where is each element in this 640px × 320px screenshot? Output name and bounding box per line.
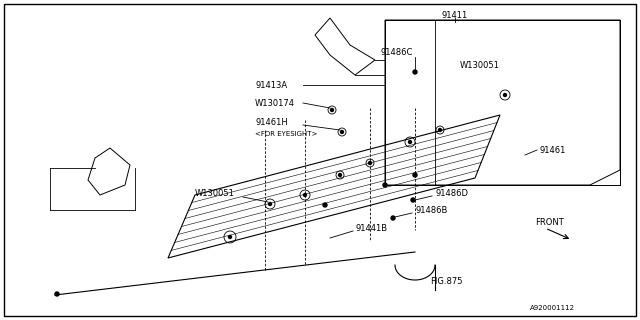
Circle shape <box>413 70 417 74</box>
Circle shape <box>55 292 59 296</box>
Text: A920001112: A920001112 <box>530 305 575 311</box>
Text: 91486D: 91486D <box>435 188 468 197</box>
Text: W130051: W130051 <box>195 188 235 197</box>
Circle shape <box>323 203 327 207</box>
Circle shape <box>408 140 412 143</box>
Circle shape <box>369 162 371 164</box>
Text: 91461: 91461 <box>540 146 566 155</box>
Circle shape <box>330 108 333 111</box>
Circle shape <box>411 198 415 202</box>
Circle shape <box>269 203 271 205</box>
Text: 91486B: 91486B <box>415 205 447 214</box>
Text: FIG.875: FIG.875 <box>430 277 463 286</box>
Circle shape <box>504 93 506 97</box>
Circle shape <box>340 131 344 133</box>
Text: 91461H: 91461H <box>255 117 288 126</box>
Circle shape <box>228 236 232 238</box>
Text: W130174: W130174 <box>255 99 295 108</box>
Circle shape <box>383 183 387 187</box>
Text: <FOR EYESIGHT>: <FOR EYESIGHT> <box>255 131 317 137</box>
Text: 91411: 91411 <box>442 11 468 20</box>
Text: W130051: W130051 <box>460 60 500 69</box>
Text: FRONT: FRONT <box>535 218 564 227</box>
Text: 91413A: 91413A <box>255 81 287 90</box>
Circle shape <box>413 173 417 177</box>
Text: 91441B: 91441B <box>355 223 387 233</box>
Circle shape <box>438 129 442 132</box>
Circle shape <box>391 216 395 220</box>
Text: 91486C: 91486C <box>380 47 412 57</box>
Circle shape <box>339 173 342 177</box>
Circle shape <box>303 194 307 196</box>
